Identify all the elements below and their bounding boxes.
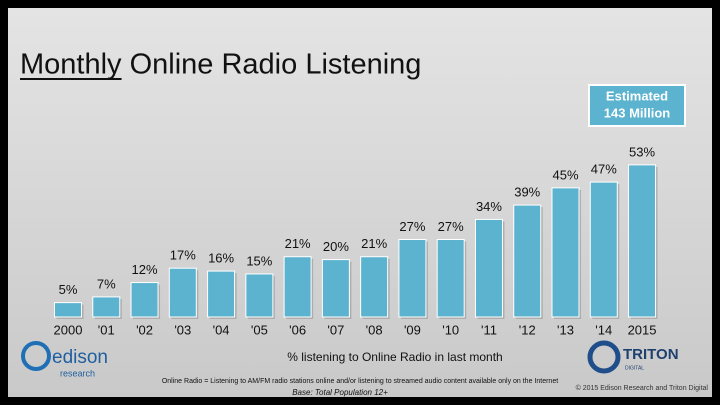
x-tick-label: '03 [174, 322, 191, 337]
value-label: 45% [552, 167, 578, 182]
triton-logo-sub: DIGITAL [625, 365, 644, 371]
value-label: 20% [323, 239, 349, 254]
x-tick-label: '09 [404, 322, 421, 337]
edison-logo-mark [21, 341, 51, 371]
value-label: 12% [132, 262, 158, 277]
edison-logo-sub: research [60, 368, 95, 378]
x-tick-label: '14 [595, 322, 612, 337]
bar [398, 239, 427, 318]
bar [589, 181, 618, 318]
bar [130, 282, 159, 318]
bar [474, 218, 503, 318]
value-label: 21% [285, 236, 311, 251]
value-label: 47% [591, 162, 617, 177]
callout-text: Estimated [606, 88, 668, 103]
bar [321, 259, 350, 318]
bar [513, 204, 542, 318]
bar [92, 296, 121, 318]
value-label: 27% [399, 219, 425, 234]
base-note: Base: Total Population 12+ [292, 388, 388, 397]
x-tick-label: '13 [557, 322, 574, 337]
x-tick-label: '11 [481, 322, 497, 337]
callout-text: 143 Million [604, 105, 671, 120]
x-tick-label: '04 [213, 322, 230, 337]
value-label: 7% [97, 276, 116, 291]
callout-box [588, 84, 686, 127]
bar [207, 270, 236, 318]
value-label: 16% [208, 251, 234, 266]
x-tick-label: '05 [251, 322, 268, 337]
triton-logo-mark [587, 340, 621, 374]
x-tick-label: '01 [98, 322, 115, 337]
x-tick-label: '06 [289, 322, 306, 337]
x-tick-label: '12 [519, 322, 536, 337]
chart-title: Monthly Online Radio Listening [20, 49, 421, 81]
bar [245, 273, 274, 318]
bar [283, 256, 312, 318]
bar [551, 187, 580, 318]
value-label: 5% [59, 282, 78, 297]
x-tick-label: '02 [136, 322, 153, 337]
bar [628, 164, 657, 318]
triton-logo: TRITON [623, 346, 679, 363]
footnote: Online Radio = Listening to AM/FM radio … [162, 378, 558, 385]
bar [54, 302, 82, 318]
value-label: 53% [629, 144, 655, 159]
value-label: 27% [438, 219, 464, 234]
x-tick-label: 2000 [54, 322, 83, 337]
value-label: 21% [361, 236, 387, 251]
x-axis-label: % listening to Online Radio in last mont… [287, 350, 502, 364]
bar [360, 256, 389, 318]
x-tick-label: '08 [366, 322, 383, 337]
x-tick-label: '10 [442, 322, 459, 337]
edison-logo: edison [52, 347, 108, 368]
bar [436, 239, 465, 318]
value-label: 17% [170, 248, 196, 263]
value-label: 15% [246, 253, 272, 268]
x-tick-label: 2015 [628, 322, 657, 337]
copyright: © 2015 Edison Research and Triton Digita… [576, 384, 709, 392]
bar [168, 267, 197, 318]
value-label: 39% [514, 185, 540, 200]
x-tick-label: '07 [327, 322, 344, 337]
value-label: 34% [476, 199, 502, 214]
